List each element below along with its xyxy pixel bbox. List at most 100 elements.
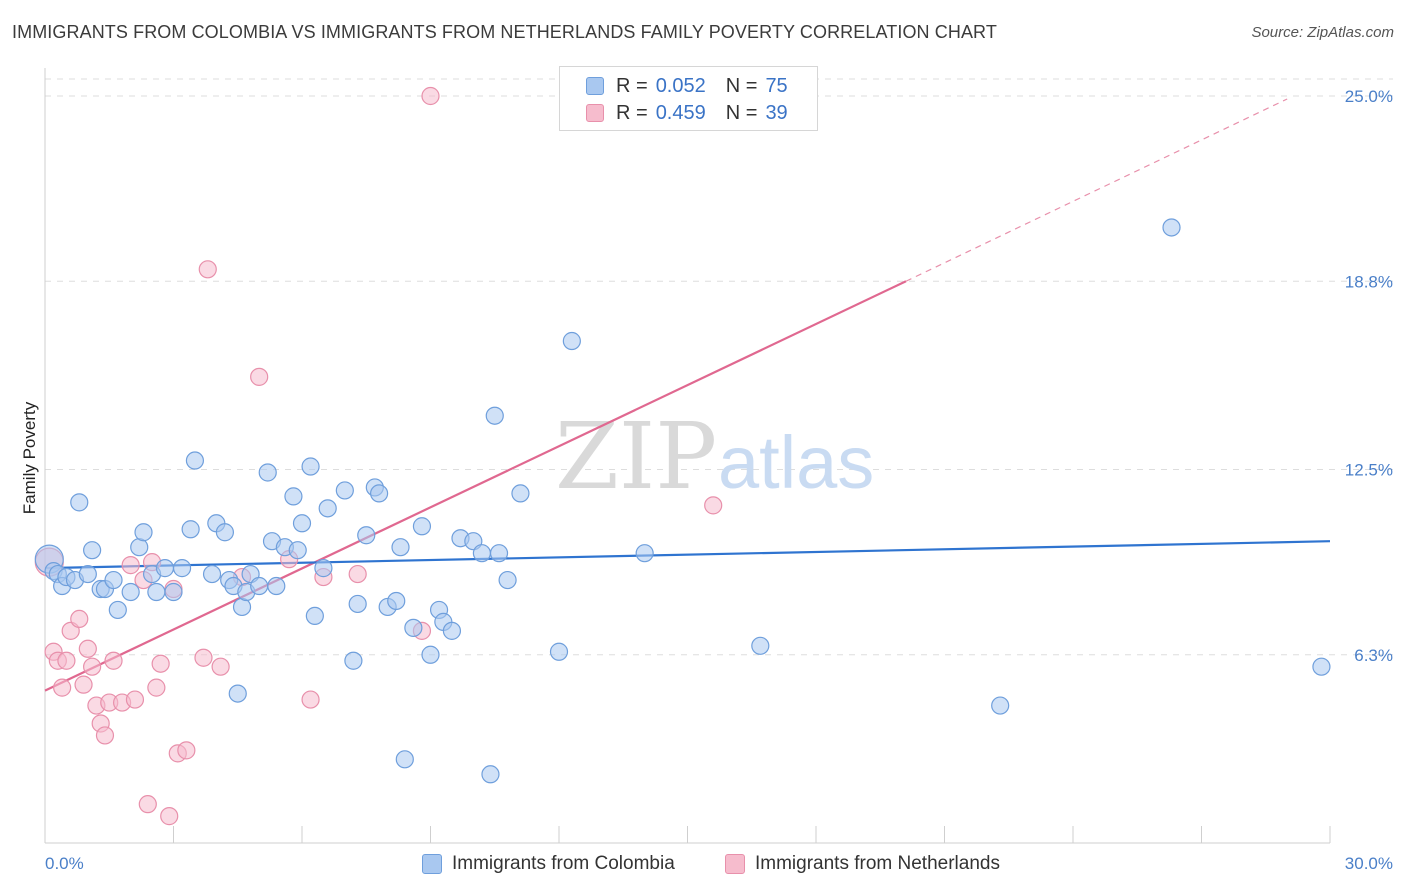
correlation-legend: R = 0.052 N = 75 R = 0.459 N = 39: [559, 66, 818, 131]
netherlands-point: [704, 496, 723, 515]
legend-n-label: N =: [725, 101, 758, 124]
colombia-point: [284, 487, 303, 506]
netherlands-point: [125, 690, 145, 709]
netherlands-point: [160, 807, 179, 826]
colombia-point: [202, 564, 222, 584]
colombia-point: [348, 594, 367, 614]
bottom-legend-swatch-netherlands: [725, 854, 745, 874]
colombia-point: [292, 514, 312, 533]
legend-n-value: 39: [765, 101, 788, 124]
colombia-point: [314, 559, 333, 578]
colombia-point: [70, 493, 89, 512]
y-axis-title: Family Poverty: [20, 401, 39, 514]
colombia-point: [301, 457, 320, 476]
legend-r-label: R =: [616, 101, 648, 124]
colombia-point: [751, 636, 770, 655]
netherlands-point: [250, 367, 269, 386]
colombia-point: [991, 696, 1010, 715]
legend-n-label: N =: [725, 74, 758, 97]
netherlands-point: [53, 678, 72, 697]
trend-line-netherlands-extension: [905, 98, 1288, 282]
colombia-point: [549, 642, 569, 661]
netherlands-point: [121, 556, 140, 575]
netherlands-point: [421, 86, 440, 106]
legend-n-value: 75: [765, 74, 788, 97]
watermark: ZIP atlas: [555, 403, 874, 510]
colombia-point: [134, 523, 153, 542]
colombia-point: [121, 582, 140, 602]
colombia-point: [78, 564, 97, 584]
netherlands-point: [177, 741, 196, 760]
colombia-point: [481, 765, 500, 784]
colombia-point: [181, 520, 200, 539]
colombia-point: [562, 331, 581, 351]
netherlands-point: [301, 690, 320, 709]
bottom-legend-label-colombia: Immigrants from Colombia: [452, 853, 675, 874]
colombia-point: [1312, 657, 1331, 676]
colombia-point: [288, 541, 307, 560]
watermark-zip: ZIP: [555, 403, 717, 510]
y-tick-label: 6.3%: [1354, 646, 1393, 665]
netherlands-point: [211, 657, 230, 676]
netherlands-point: [348, 564, 367, 584]
y-tick-label: 25.0%: [1345, 87, 1393, 106]
colombia-point: [412, 517, 432, 536]
watermark-atlas: atlas: [718, 421, 874, 504]
netherlands-point: [95, 726, 115, 745]
colombia-point: [357, 526, 376, 545]
axis-labels: 6.3% 12.5% 18.8% 25.0% 0.0% 30.0% Family Pover…: [20, 87, 1393, 873]
netherlands-point: [151, 654, 170, 673]
colombia-point: [387, 591, 406, 611]
netherlands-point: [70, 609, 89, 629]
colombia-point: [172, 559, 192, 578]
bottom-legend-swatch-colombia: [422, 854, 442, 874]
colombia-point: [267, 576, 286, 596]
netherlands-point: [78, 639, 97, 658]
bottom-legend-colombia: Immigrants from Colombia: [422, 852, 675, 876]
colombia-point: [108, 600, 127, 620]
trend-lines: [44, 98, 1331, 692]
legend-r-value: 0.459: [655, 101, 706, 124]
bottom-legend-label-netherlands: Immigrants from Netherlands: [755, 853, 1000, 874]
legend-r-label: R =: [616, 74, 648, 97]
colombia-point: [391, 538, 410, 557]
colombia-point: [228, 684, 247, 703]
axes: [44, 68, 1331, 844]
colombia-point: [155, 559, 175, 578]
netherlands-point: [147, 678, 166, 697]
legend-row-netherlands: R = 0.459 N = 39: [586, 102, 788, 124]
colombia-point: [83, 541, 102, 560]
colombia-point: [421, 645, 440, 664]
colombia-point: [104, 570, 123, 590]
colombia-point: [1162, 218, 1181, 237]
colombia-point: [258, 463, 277, 482]
colombia-point: [147, 582, 166, 602]
colombia-point: [164, 582, 183, 602]
y-tick-label: 12.5%: [1345, 461, 1393, 480]
colombia-point: [250, 576, 269, 596]
colombia-point: [442, 621, 462, 640]
colombia-point: [489, 544, 509, 563]
source-label: Source: ZipAtlas.com: [1251, 24, 1394, 41]
colombia-point: [498, 570, 517, 590]
colombia-point: [635, 544, 654, 563]
series-colombia-points: [34, 218, 1331, 784]
netherlands-point: [57, 651, 76, 670]
netherlands-point: [104, 651, 123, 670]
legend-r-value: 0.052: [655, 74, 706, 97]
legend-swatch-netherlands: [586, 104, 604, 122]
legend-swatch-colombia: [586, 77, 604, 95]
y-tick-label: 18.8%: [1345, 272, 1393, 291]
colombia-point: [215, 523, 234, 542]
netherlands-point: [198, 260, 217, 279]
colombia-point: [404, 618, 423, 637]
colombia-point: [232, 597, 252, 617]
colombia-point: [395, 750, 414, 769]
x-tick-label-min: 0.0%: [45, 854, 84, 873]
trend-line-colombia: [44, 540, 1331, 570]
bottom-legend-netherlands: Immigrants from Netherlands: [725, 852, 1000, 876]
colombia-point: [511, 484, 530, 503]
netherlands-point: [74, 675, 93, 694]
netherlands-point: [83, 657, 102, 676]
